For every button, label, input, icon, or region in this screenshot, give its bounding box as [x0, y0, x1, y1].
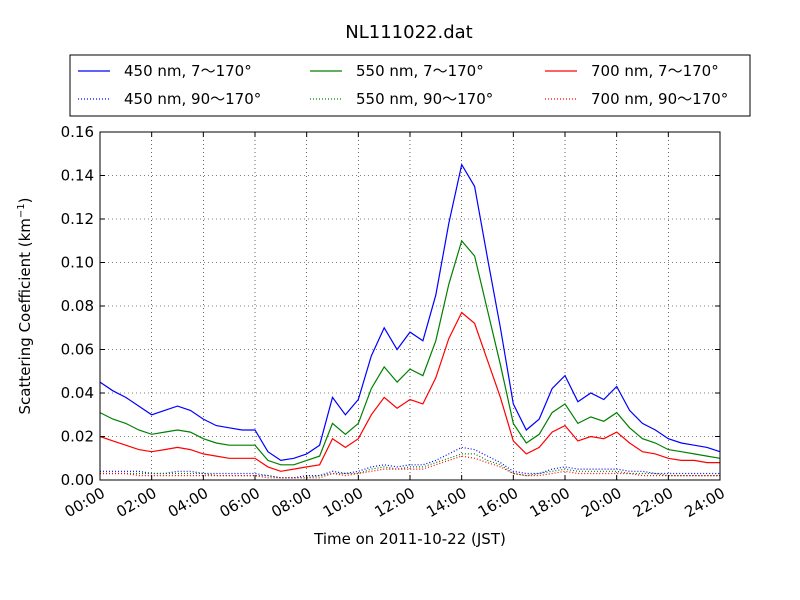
x-axis-label: Time on 2011-10-22 (JST) [313, 530, 506, 548]
y-tick-label: 0.10 [61, 254, 94, 272]
y-tick-label: 0.00 [61, 471, 94, 489]
x-tick-label: 08:00 [268, 484, 314, 521]
chart-title: NL111022.dat [345, 22, 472, 43]
x-tick-label: 14:00 [423, 484, 469, 521]
series-line-3 [99, 311, 720, 472]
y-tick-label: 0.16 [61, 123, 94, 141]
series-line-2 [99, 239, 721, 466]
x-tick-label: 16:00 [475, 484, 521, 521]
x-tick-label: 02:00 [113, 484, 159, 521]
series-lines [99, 162, 721, 479]
x-tick-label: 18:00 [527, 484, 573, 521]
x-tick-label: 06:00 [217, 484, 263, 521]
x-tick-label: 22:00 [630, 484, 676, 521]
series-line-5 [100, 453, 720, 479]
x-tick-label: 24:00 [682, 484, 728, 521]
legend-label: 450 nm, 7～170° [124, 62, 252, 80]
x-tick-label: 00:00 [62, 484, 108, 521]
series-line-6 [100, 455, 720, 479]
y-tick-label: 0.06 [61, 341, 94, 359]
grid [99, 131, 721, 481]
legend-label: 700 nm, 90～170° [591, 90, 728, 108]
legend-label: 700 nm, 7～170° [591, 62, 719, 80]
x-tick-label: 04:00 [165, 484, 211, 521]
y-tick-label: 0.08 [61, 297, 94, 315]
x-tick-label: 12:00 [372, 484, 418, 521]
x-tick-label: 20:00 [578, 484, 624, 521]
y-axis-label: Scattering Coefficient (km−1) [16, 197, 34, 414]
series-line-1 [99, 162, 721, 462]
y-tick-label: 0.02 [61, 428, 94, 446]
y-tick-label: 0.12 [61, 210, 94, 228]
legend-box [69, 54, 751, 117]
x-tick-label: 10:00 [320, 484, 366, 521]
series-line-4 [100, 446, 720, 479]
y-tick-label: 0.04 [61, 384, 94, 402]
y-tick-label: 0.14 [61, 167, 94, 185]
legend-label: 550 nm, 90～170° [356, 90, 493, 108]
legend-label: 550 nm, 7～170° [356, 62, 484, 80]
legend-label: 450 nm, 90～170° [124, 90, 261, 108]
